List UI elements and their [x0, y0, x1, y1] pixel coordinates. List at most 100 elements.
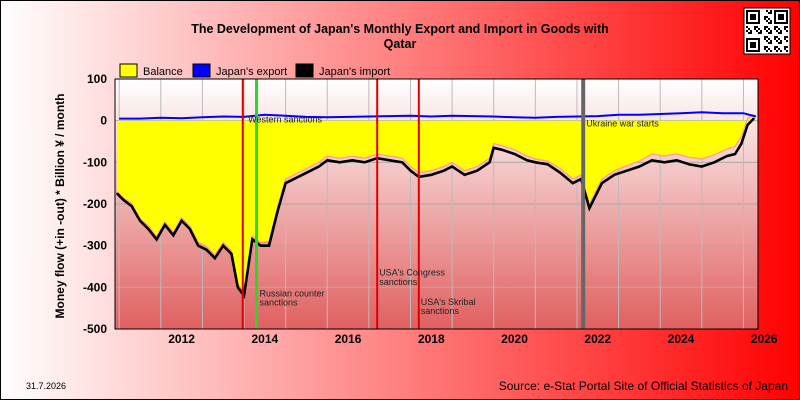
import-point: [526, 159, 528, 162]
import-point: [740, 142, 743, 145]
import-point: [197, 244, 200, 247]
qr-module: [784, 26, 786, 28]
import-point: [259, 244, 262, 247]
import-point: [492, 146, 495, 149]
event-label-skribal-2: sanctions: [421, 306, 460, 316]
qr-module: [776, 30, 778, 32]
y-axis-label: Money flow (+in -out) * Billion ¥ / mont…: [53, 94, 67, 319]
qr-module: [778, 32, 780, 34]
import-point: [230, 253, 233, 255]
import-point: [559, 171, 562, 174]
chart-title-line1: The Development of Japan's Monthly Expor…: [191, 22, 609, 36]
import-point: [205, 248, 208, 251]
qr-module: [786, 36, 788, 38]
export-line: [119, 111, 757, 120]
import-point: [688, 163, 691, 166]
qr-module: [774, 38, 776, 40]
x-tick-label: 2022: [584, 332, 611, 346]
import-point: [513, 153, 516, 155]
import-point: [139, 219, 141, 222]
import-point: [268, 244, 270, 247]
x-tick-label: 2018: [418, 332, 445, 346]
qr-module: [774, 48, 776, 50]
qr-module: [764, 46, 766, 48]
qr-module: [774, 26, 776, 28]
qr-module: [764, 48, 766, 50]
qr-module: [768, 18, 770, 20]
import-point: [663, 161, 666, 164]
qr-module: [764, 18, 766, 20]
import-point: [501, 148, 503, 151]
qr-module: [756, 26, 758, 28]
import-point: [734, 153, 737, 155]
import-point: [116, 192, 118, 195]
qr-finder-core: [778, 14, 784, 20]
import-point: [122, 198, 125, 201]
qr-module: [754, 28, 756, 30]
qr-module: [768, 28, 770, 30]
import-point: [155, 238, 158, 241]
qr-module: [760, 32, 762, 34]
qr-module: [760, 30, 762, 32]
import-point: [613, 173, 616, 176]
event-label-skribal-1: USA's Skribal: [421, 297, 476, 307]
qr-module: [780, 32, 782, 34]
qr-module: [746, 26, 748, 28]
qr-module: [766, 20, 768, 22]
qr-module: [780, 50, 782, 52]
qr-module: [756, 30, 758, 32]
import-point: [293, 178, 295, 180]
import-point: [388, 159, 391, 162]
qr-module: [770, 20, 772, 22]
import-point: [222, 244, 225, 247]
qr-module: [786, 30, 788, 32]
import-point: [213, 257, 216, 260]
qr-module: [766, 30, 768, 32]
import-point: [571, 182, 574, 185]
event-label-congress-2: sanctions: [379, 277, 418, 287]
import-point: [130, 205, 133, 207]
import-point: [442, 169, 445, 172]
legend-swatch-balance: [119, 63, 138, 78]
qr-module: [764, 28, 766, 30]
qr-module: [764, 16, 766, 18]
qr-module: [784, 28, 786, 30]
qr-module: [750, 30, 752, 32]
import-point: [284, 182, 287, 185]
import-point: [326, 159, 329, 162]
import-point: [626, 169, 628, 172]
import-point: [236, 286, 239, 289]
y-tick-label: -300: [83, 239, 107, 253]
qr-module: [768, 12, 770, 14]
date-stamp: 31.7.2026: [26, 381, 66, 391]
qr-module: [768, 48, 770, 50]
import-point: [675, 159, 678, 162]
qr-module: [750, 32, 752, 34]
qr-module: [748, 28, 750, 30]
legend: Balance Japan's export Japan's import: [119, 63, 390, 78]
x-tick-label: 2012: [168, 332, 195, 346]
import-point: [409, 169, 412, 172]
qr-module: [774, 36, 776, 38]
qr-module: [768, 22, 770, 24]
chart-title-line2: Qatar: [384, 37, 417, 51]
legend-label-export: Japan's export: [216, 66, 287, 78]
x-tick-label: 2024: [668, 332, 695, 346]
import-point: [401, 161, 404, 164]
legend-label-balance: Balance: [143, 66, 183, 78]
series-layer: [116, 111, 757, 300]
qr-code: [743, 7, 791, 55]
import-point: [463, 173, 466, 176]
qr-module: [776, 26, 778, 28]
qr-module: [748, 32, 750, 34]
qr-module: [768, 38, 770, 40]
axes: 100 0 -100 -200 -300 -400 -500 2012 2014 2016 2018…: [83, 72, 778, 346]
qr-module: [768, 42, 770, 44]
qr-module: [770, 40, 772, 42]
qr-module: [776, 46, 778, 48]
y-tick-label: -100: [83, 155, 107, 169]
qr-module: [770, 42, 772, 44]
qr-module: [774, 28, 776, 30]
y-tick-label: 100: [87, 72, 107, 86]
qr-module: [786, 26, 788, 28]
